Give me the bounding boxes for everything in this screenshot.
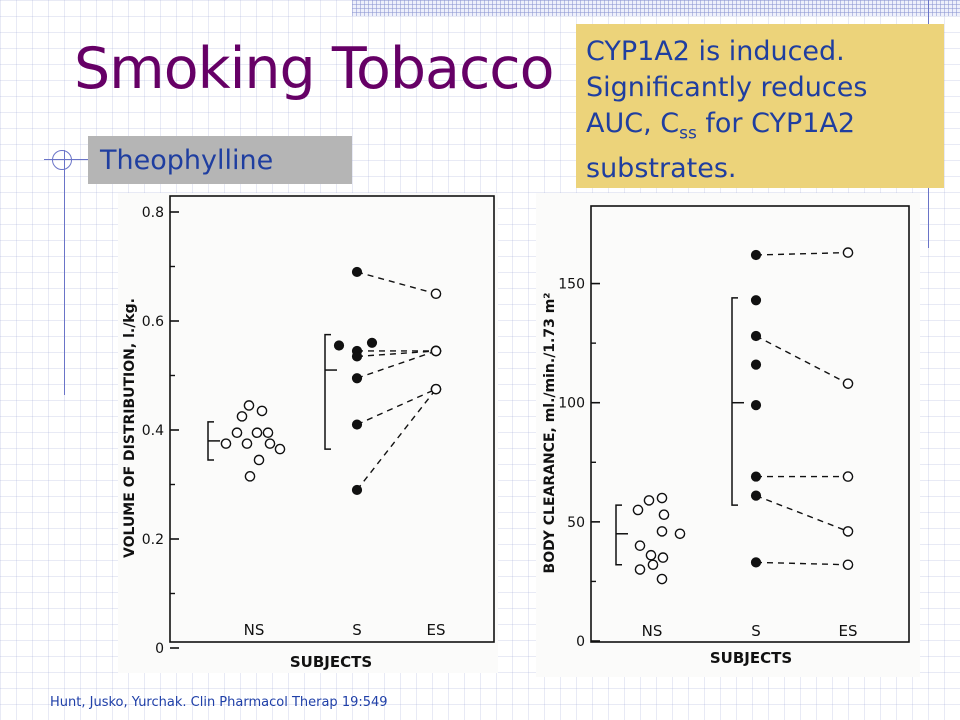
s-paired-point: [750, 330, 762, 342]
ns-point: [656, 492, 668, 504]
category-label: ES: [427, 621, 446, 639]
note-line-1: CYP1A2 is induced.: [586, 36, 845, 67]
note-line-3: AUC, Css for CYP1A2: [586, 106, 938, 151]
ns-point: [656, 573, 668, 585]
s-paired-point: [750, 557, 762, 568]
ns-point: [645, 549, 657, 561]
note-line-3-start: AUC, C: [586, 108, 680, 139]
ns-point: [658, 509, 670, 521]
es-paired-point: [842, 247, 854, 258]
paired-link: [755, 251, 849, 256]
y-tick-label: 0.6: [142, 314, 164, 330]
ns-point: [647, 559, 659, 571]
category-label: NS: [642, 622, 663, 640]
category-label: S: [751, 622, 761, 640]
bullet-circle-icon: [52, 150, 72, 170]
note-line-2: Significantly reduces: [586, 72, 868, 103]
subtitle-text: Theophylline: [100, 145, 274, 176]
ns-point: [657, 552, 669, 563]
paired-link: [356, 350, 437, 358]
plot-frame: [169, 195, 495, 643]
y-axis-label: BODY CLEARANCE, ml./min./1.73 m²: [542, 293, 558, 574]
ns-point: [241, 438, 253, 449]
s-bracket: [324, 333, 331, 450]
ns-point: [256, 405, 268, 417]
note-box: CYP1A2 is induced. Significantly reduces…: [576, 24, 944, 188]
y-tick-label: 50: [567, 515, 585, 531]
body-clearance-chart: 0 50 100 150 NS S ES SUBJECTS BODY CLEARANCE, ml…: [542, 205, 910, 667]
y-tick-label: 0: [155, 641, 164, 657]
s-point: [750, 295, 762, 306]
plot-frame: [590, 205, 910, 643]
x-axis-label: SUBJECTS: [290, 653, 372, 671]
category-label: ES: [839, 622, 858, 640]
paired-link: [755, 561, 849, 566]
ns-point: [632, 504, 644, 516]
ns-point: [264, 438, 276, 449]
y-tick-label: 0: [576, 634, 585, 650]
ns-point: [634, 540, 646, 551]
ns-point: [634, 564, 646, 575]
es-paired-point: [430, 383, 442, 395]
s-point: [750, 399, 762, 411]
ns-bracket: [615, 504, 622, 566]
ns-point: [643, 495, 655, 506]
y-axis-label: VOLUME OF DISTRIBUTION, l./kg.: [122, 298, 138, 558]
y-tick-label: 100: [558, 396, 585, 412]
s-paired-point: [750, 471, 762, 482]
paired-link: [356, 388, 437, 426]
s-point: [333, 340, 345, 351]
s-paired-point: [351, 373, 363, 384]
es-paired-point: [842, 471, 854, 482]
y-tick-label: 0.4: [142, 423, 164, 439]
chart-panel-clearance: 0 50 100 150 NS S ES SUBJECTS BODY CLEARANCE, ml…: [536, 193, 920, 677]
subtitle-box: Theophylline: [88, 136, 352, 184]
s-paired-point: [351, 419, 363, 430]
ns-point: [656, 526, 668, 537]
note-subscript: ss: [679, 123, 697, 144]
chart-panel-volume: 0 0.2 0.4 0.6 0.8 NS S ES SUBJECTS VOLUME OF DIST…: [118, 193, 498, 673]
ns-point: [220, 438, 232, 449]
x-axis-label: SUBJECTS: [710, 649, 792, 667]
paired-link: [356, 271, 437, 295]
note-line-3-end: for CYP1A2: [696, 108, 856, 139]
ns-point: [253, 454, 265, 466]
s-paired-point: [351, 351, 363, 362]
header-dot-band: [352, 0, 960, 16]
es-paired-point: [842, 559, 854, 571]
category-label: NS: [244, 621, 265, 639]
ns-point: [243, 400, 255, 411]
decorative-rule-left: [64, 150, 65, 395]
es-paired-point: [842, 378, 854, 389]
ns-point: [274, 443, 286, 455]
s-paired-point: [351, 266, 363, 278]
paired-link: [356, 350, 437, 379]
ns-point: [231, 427, 243, 439]
slide-title: Smoking Tobacco: [74, 36, 555, 102]
y-tick-label: 150: [558, 277, 585, 293]
s-paired-point: [750, 249, 762, 261]
s-bracket: [731, 297, 738, 506]
paired-link: [755, 335, 849, 385]
es-paired-point: [430, 345, 442, 357]
ns-point: [262, 427, 274, 439]
ns-point: [236, 411, 248, 422]
y-tick-label: 0.8: [142, 205, 164, 221]
citation: Hunt, Jusko, Yurchak. Clin Pharmacol The…: [50, 695, 388, 710]
paired-link: [356, 388, 437, 491]
es-paired-point: [842, 526, 854, 537]
s-point: [366, 337, 378, 348]
y-tick-label: 0.2: [142, 532, 164, 548]
s-point: [750, 359, 762, 370]
note-line-4: substrates.: [586, 153, 737, 185]
s-paired-point: [750, 490, 762, 501]
ns-point: [674, 528, 686, 540]
paired-link: [755, 494, 849, 533]
volume-of-distribution-chart: 0 0.2 0.4 0.6 0.8 NS S ES SUBJECTS VOLUME OF DIST…: [122, 195, 495, 671]
ns-point: [251, 427, 263, 439]
category-label: S: [352, 621, 362, 639]
s-paired-point: [351, 484, 363, 496]
es-paired-point: [430, 288, 442, 300]
ns-point: [244, 471, 256, 482]
